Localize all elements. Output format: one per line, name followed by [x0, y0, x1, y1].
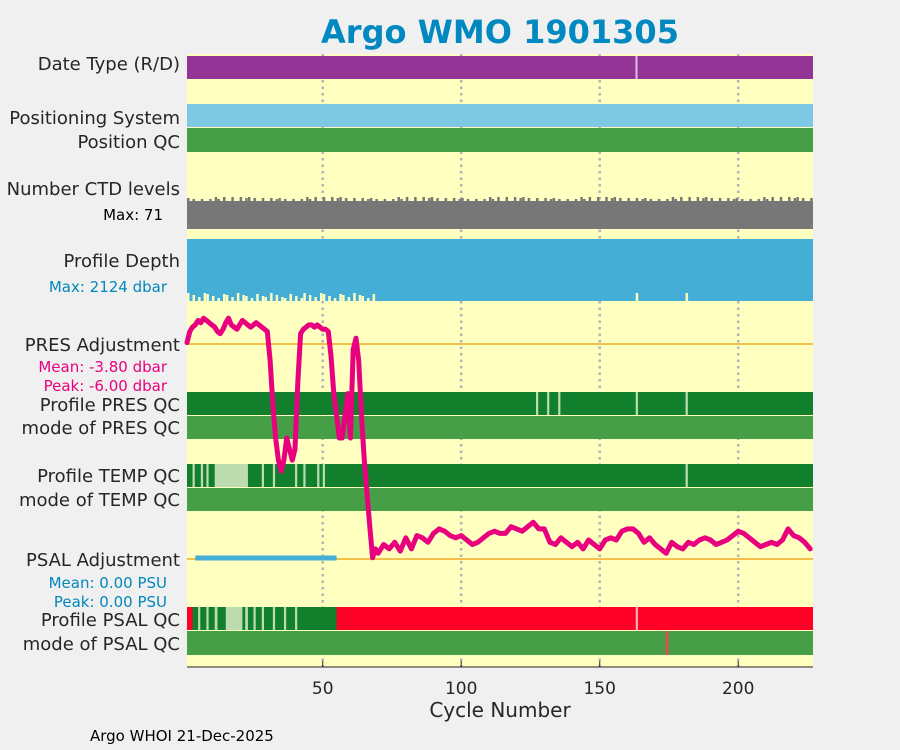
- label-profile-psal-qc: Profile PSAL QC: [41, 610, 180, 631]
- label-profile-temp-qc: Profile TEMP QC: [37, 466, 180, 487]
- x-tick-label-150: 150: [583, 679, 615, 699]
- label-profile-pres-qc: Profile PRES QC: [40, 395, 180, 416]
- label-pres-mean: Mean: -3.80 dbar: [38, 358, 168, 376]
- x-axis-ticks: 50 100 150 200: [312, 661, 754, 699]
- mode-pres-qc-band: [187, 416, 813, 439]
- date-type-gap: [635, 56, 638, 79]
- positioning-system-band: [187, 104, 813, 127]
- row-labels: Date Type (R/D) Positioning System Posit…: [7, 54, 180, 655]
- label-position-qc: Position QC: [77, 132, 180, 153]
- label-positioning-system: Positioning System: [9, 108, 180, 129]
- label-mode-temp-qc: mode of TEMP QC: [19, 490, 180, 511]
- x-tick-label-200: 200: [722, 679, 754, 699]
- position-qc-band: [187, 128, 813, 152]
- label-mode-psal-qc: mode of PSAL QC: [23, 634, 180, 655]
- mode-temp-qc-band: [187, 488, 813, 511]
- profile-temp-qc-band: [187, 464, 813, 487]
- vertical-gridlines: [321, 54, 740, 667]
- label-mode-pres-qc: mode of PRES QC: [22, 418, 180, 439]
- x-tick-label-50: 50: [312, 679, 334, 699]
- profile-pres-qc-band: [187, 392, 813, 415]
- label-ctd-levels: Number CTD levels: [7, 179, 180, 200]
- label-pres-peak: Peak: -6.00 dbar: [44, 377, 168, 395]
- plot-background: [187, 54, 813, 667]
- label-pres-adjustment: PRES Adjustment: [25, 335, 180, 356]
- ctd-levels-band: [187, 197, 813, 229]
- label-profile-depth: Profile Depth: [63, 251, 180, 272]
- label-psal-adjustment: PSAL Adjustment: [26, 550, 180, 571]
- chart-title: Argo WMO 1901305: [321, 13, 679, 51]
- mode-psal-qc-band: [187, 631, 813, 655]
- label-psal-mean: Mean: 0.00 PSU: [49, 574, 167, 592]
- profile-psal-qc-band: [187, 607, 813, 630]
- profile-depth-band: [187, 239, 813, 301]
- pres-adjustment-line: [184, 315, 813, 561]
- label-psal-peak: Peak: 0.00 PSU: [54, 593, 167, 611]
- x-axis-label: Cycle Number: [429, 698, 571, 722]
- footer-credit: Argo WHOI 21-Dec-2025: [90, 727, 274, 745]
- x-tick-label-100: 100: [445, 679, 477, 699]
- label-ctd-max: Max: 71: [103, 206, 163, 224]
- label-date-type: Date Type (R/D): [38, 54, 180, 75]
- label-depth-max: Max: 2124 dbar: [49, 278, 168, 296]
- date-type-band: [187, 56, 813, 79]
